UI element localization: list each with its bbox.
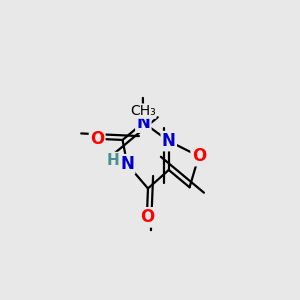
Text: CH₃: CH₃ (130, 104, 156, 118)
Text: N: N (136, 114, 150, 132)
Text: H: H (106, 152, 119, 167)
Text: O: O (90, 130, 104, 148)
Text: N: N (120, 155, 134, 173)
Text: O: O (192, 147, 206, 165)
Text: N: N (162, 132, 176, 150)
Text: O: O (140, 208, 154, 226)
